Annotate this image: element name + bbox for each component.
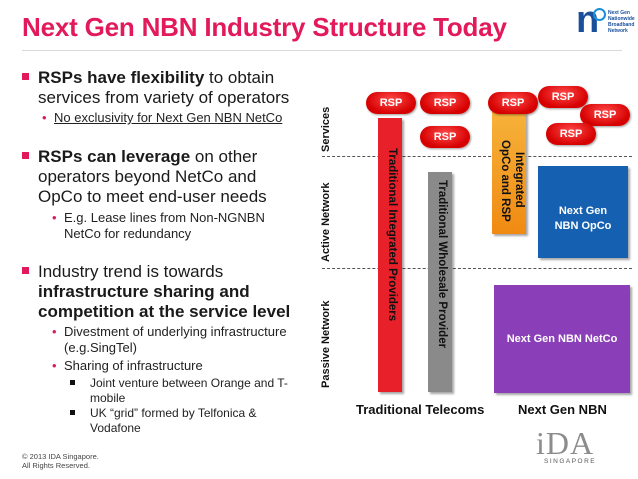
layer-label-passive-network: Passive Network (320, 300, 332, 388)
bullet-square-icon (70, 380, 75, 385)
rsp-pill: RSP (546, 123, 596, 145)
ngnbn-logo: n Next Gen Nationwide Broadband Network (576, 0, 636, 42)
bullet-dot-icon: • (42, 110, 47, 125)
bullet-dot-icon: • (52, 210, 57, 225)
rsp-pill: RSP (580, 104, 630, 126)
bullet-square-icon (22, 73, 29, 80)
bullet-rsp-flexibility: RSPs have flexibility to obtain services… (22, 68, 338, 108)
bullet-text: Industry trend is towards (38, 262, 224, 281)
bullet-square-icon (22, 152, 29, 159)
sub-bullet-lease-lines: • E.g. Lease lines from Non-NGNBN NetCo … (52, 210, 314, 242)
bullet-square-icon (22, 267, 29, 274)
rsp-pill: RSP (420, 126, 470, 148)
bullet-bold-text: RSPs have flexibility (38, 68, 205, 87)
page-title: Next Gen NBN Industry Structure Today (22, 12, 507, 42)
sub-bullet-text: No exclusivity for Next Gen NBN NetCo (54, 110, 283, 125)
sub-sub-bullet-text: Vodafone (90, 421, 141, 435)
bullet-industry-trend: Industry trend is towards infrastructure… (22, 262, 338, 322)
bullet-bold-text: RSPs can leverage (38, 147, 191, 166)
opco-label-line1: Next Gen (558, 205, 608, 217)
sub-sub-bullet-text: mobile (90, 391, 126, 405)
bar-integrated-opco-rsp (492, 112, 526, 234)
rsp-pill: RSP (538, 86, 588, 108)
logo-text-2: Nationwide (608, 16, 635, 22)
caption-traditional-telecoms: Traditional Telecoms (356, 402, 485, 417)
caption-next-gen-nbn: Next Gen NBN (518, 402, 607, 417)
bullet-text: to obtain (204, 68, 275, 87)
bullet-dot-icon: • (52, 324, 57, 339)
bullet-dot-icon: • (52, 358, 57, 373)
sub-sub-bullet-uk-grid: UK “grid” formed by Telfonica & Vodafone (70, 406, 320, 436)
bullet-text: services from variety of operators (38, 88, 290, 107)
bullet-bold-text: competition at the service level (38, 302, 291, 321)
bullet-square-icon (70, 410, 75, 415)
bullet-bold-text: infrastructure sharing and (38, 282, 250, 301)
bar-label-wholesale-provider: Traditional Wholesale Provider (436, 180, 448, 349)
bullet-text: operators beyond NetCo and (38, 167, 257, 186)
bar-label-opco-and-rsp: OpCo and RSP (499, 140, 511, 222)
sub-sub-bullet-joint-venture: Joint venture between Orange and T- mobi… (70, 376, 320, 406)
bullet-text: on other (190, 147, 258, 166)
sub-bullet-text: Sharing of infrastructure (64, 358, 203, 373)
copyright-text: © 2013 IDA Singapore. (22, 452, 99, 461)
logo-ring-icon (593, 8, 606, 21)
layer-label-services: Services (320, 106, 332, 152)
box-next-gen-nbn-netco: Next Gen NBN NetCo (494, 285, 630, 393)
layer-divider-services (322, 156, 632, 157)
logo-text-3: Broadband (608, 22, 635, 28)
bullet-text: OpCo to meet end-user needs (38, 187, 267, 206)
layer-label-active-network: Active Network (320, 182, 332, 262)
netco-label: Next Gen NBN NetCo (506, 333, 618, 345)
footer-copyright: © 2013 IDA Singapore. All Rights Reserve… (22, 452, 99, 470)
rights-text: All Rights Reserved. (22, 461, 90, 470)
sub-bullet-text: E.g. Lease lines from Non-NGNBN (64, 210, 265, 225)
bar-traditional-integrated-providers (378, 118, 402, 392)
layer-divider-active (322, 268, 632, 269)
rsp-pill: RSP (488, 92, 538, 114)
bar-traditional-wholesale-provider (428, 172, 452, 392)
logo-text-1: Next Gen (608, 10, 630, 16)
sub-bullet-sharing: • Sharing of infrastructure (52, 358, 324, 374)
logo-text-4: Network (608, 28, 628, 34)
sub-sub-bullet-text: UK “grid” formed by Telfonica & (90, 406, 257, 420)
sub-bullet-text: (e.g.SingTel) (64, 340, 137, 355)
ida-logo: iDA SINGAPORE (536, 426, 610, 472)
rsp-pill: RSP (420, 92, 470, 114)
box-next-gen-nbn-opco: Next Gen NBN OpCo (538, 166, 628, 258)
sub-bullet-text: NetCo for redundancy (64, 226, 192, 241)
ida-logo-mark: iDA (536, 425, 595, 461)
sub-bullet-no-exclusivity: • No exclusivity for Next Gen NBN NetCo (42, 110, 324, 126)
sub-bullet-divestment: • Divestment of underlying infrastructur… (52, 324, 324, 356)
opco-label-line2: NBN OpCo (554, 220, 612, 232)
bar-label-integrated: Integrated (513, 152, 525, 208)
bullet-rsp-leverage: RSPs can leverage on other operators bey… (22, 147, 338, 207)
sub-bullet-text: Divestment of underlying infrastructure (64, 324, 287, 339)
bar-label-integrated-providers: Traditional Integrated Providers (386, 148, 398, 322)
sub-sub-bullet-text: Joint venture between Orange and T- (90, 376, 288, 390)
title-divider (22, 50, 622, 51)
ida-logo-sub: SINGAPORE (544, 458, 597, 465)
rsp-pill: RSP (366, 92, 416, 114)
